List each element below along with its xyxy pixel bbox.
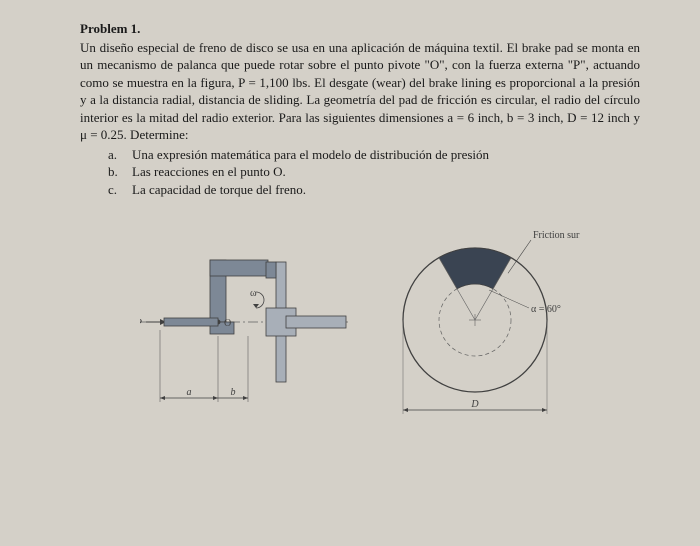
sub-item-letter: b.: [108, 163, 122, 181]
svg-text:Friction surface: Friction surface: [533, 230, 580, 241]
svg-text:ω: ω: [250, 288, 257, 299]
lever-diagram: Oω Pa b: [140, 230, 350, 415]
sub-item-text: Una expresión matemática para el modelo …: [132, 146, 489, 164]
problem-title: Problem 1.: [80, 20, 640, 38]
sub-item-text: Las reacciones en el punto O.: [132, 163, 286, 181]
sub-item: c. La capacidad de torque del freno.: [108, 181, 640, 199]
svg-text:α = 60°: α = 60°: [531, 304, 561, 315]
sub-item-letter: c.: [108, 181, 122, 199]
lever-svg: Oω Pa b: [140, 230, 350, 410]
sub-item-text: La capacidad de torque del freno.: [132, 181, 306, 199]
svg-text:O: O: [224, 318, 231, 329]
sub-item: b. Las reacciones en el punto O.: [108, 163, 640, 181]
disc-diagram: Friction surface α = 60° D: [380, 220, 580, 425]
svg-text:D: D: [470, 399, 479, 410]
svg-text:a: a: [187, 387, 192, 398]
svg-text:P: P: [140, 317, 142, 329]
sub-items-list: a. Una expresión matemática para el mode…: [108, 146, 640, 199]
disc-svg: Friction surface α = 60° D: [380, 220, 580, 420]
problem-body: Un diseño especial de freno de disco se …: [80, 39, 640, 144]
svg-text:b: b: [231, 387, 236, 398]
sub-item: a. Una expresión matemática para el mode…: [108, 146, 640, 164]
sub-item-letter: a.: [108, 146, 122, 164]
figure-container: Oω Pa b Friction surface α = 60° D: [80, 220, 640, 425]
